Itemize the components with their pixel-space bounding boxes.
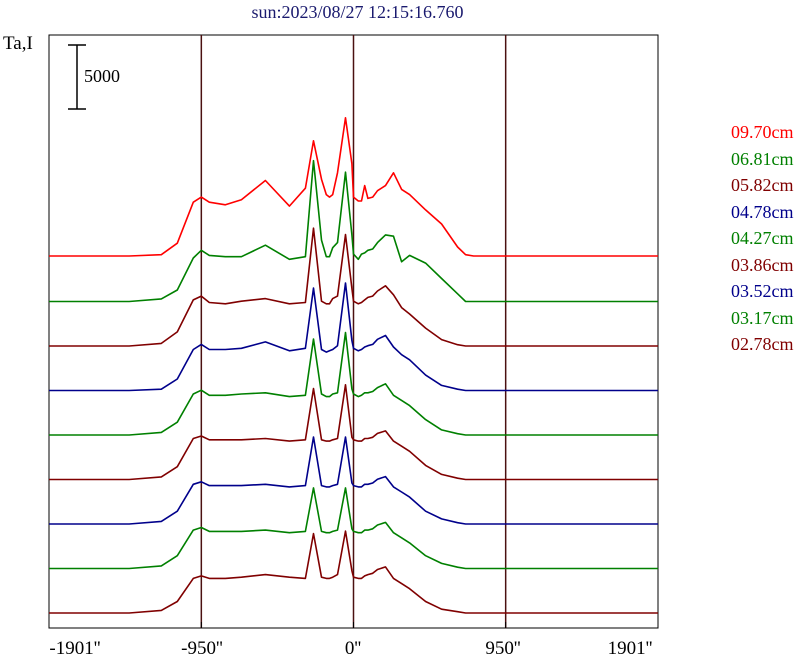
x-tick-label: 950'' [485, 638, 521, 659]
series-line-09.70cm [49, 117, 658, 257]
legend-item: 03.86cm [731, 254, 794, 275]
legend: 09.70cm 06.81cm 05.82cm 04.78cm 04.27cm … [731, 119, 794, 358]
legend-item: 06.81cm [731, 148, 794, 169]
x-tick-label: 0'' [344, 638, 362, 659]
x-tick-label: -950'' [181, 638, 223, 659]
series-line-02.78cm [49, 530, 658, 614]
x-tick-label: 1901'' [607, 638, 653, 659]
chart-title: sun:2023/08/27 12:15:16.760 [251, 2, 464, 22]
legend-item: 02.78cm [731, 334, 794, 354]
legend-item: 03.17cm [731, 307, 794, 328]
legend-item: 05.82cm [731, 175, 794, 195]
series-line-04.27cm [49, 331, 658, 436]
legend-item: 04.78cm [731, 201, 794, 222]
series-line-04.78cm [49, 282, 658, 392]
series-line-03.52cm [49, 436, 658, 525]
legend-item: 04.27cm [731, 228, 794, 248]
legend-item: 09.70cm [731, 122, 794, 142]
series-line-03.17cm [49, 487, 658, 570]
scale-bar-label: 5000 [84, 66, 120, 86]
series-line-05.82cm [49, 227, 658, 347]
series-line-06.81cm [49, 159, 658, 303]
x-tick-label: -1901'' [49, 638, 101, 659]
series-line-03.86cm [49, 384, 658, 481]
y-axis-label: Ta,I [3, 33, 33, 54]
legend-item: 03.52cm [731, 281, 794, 301]
